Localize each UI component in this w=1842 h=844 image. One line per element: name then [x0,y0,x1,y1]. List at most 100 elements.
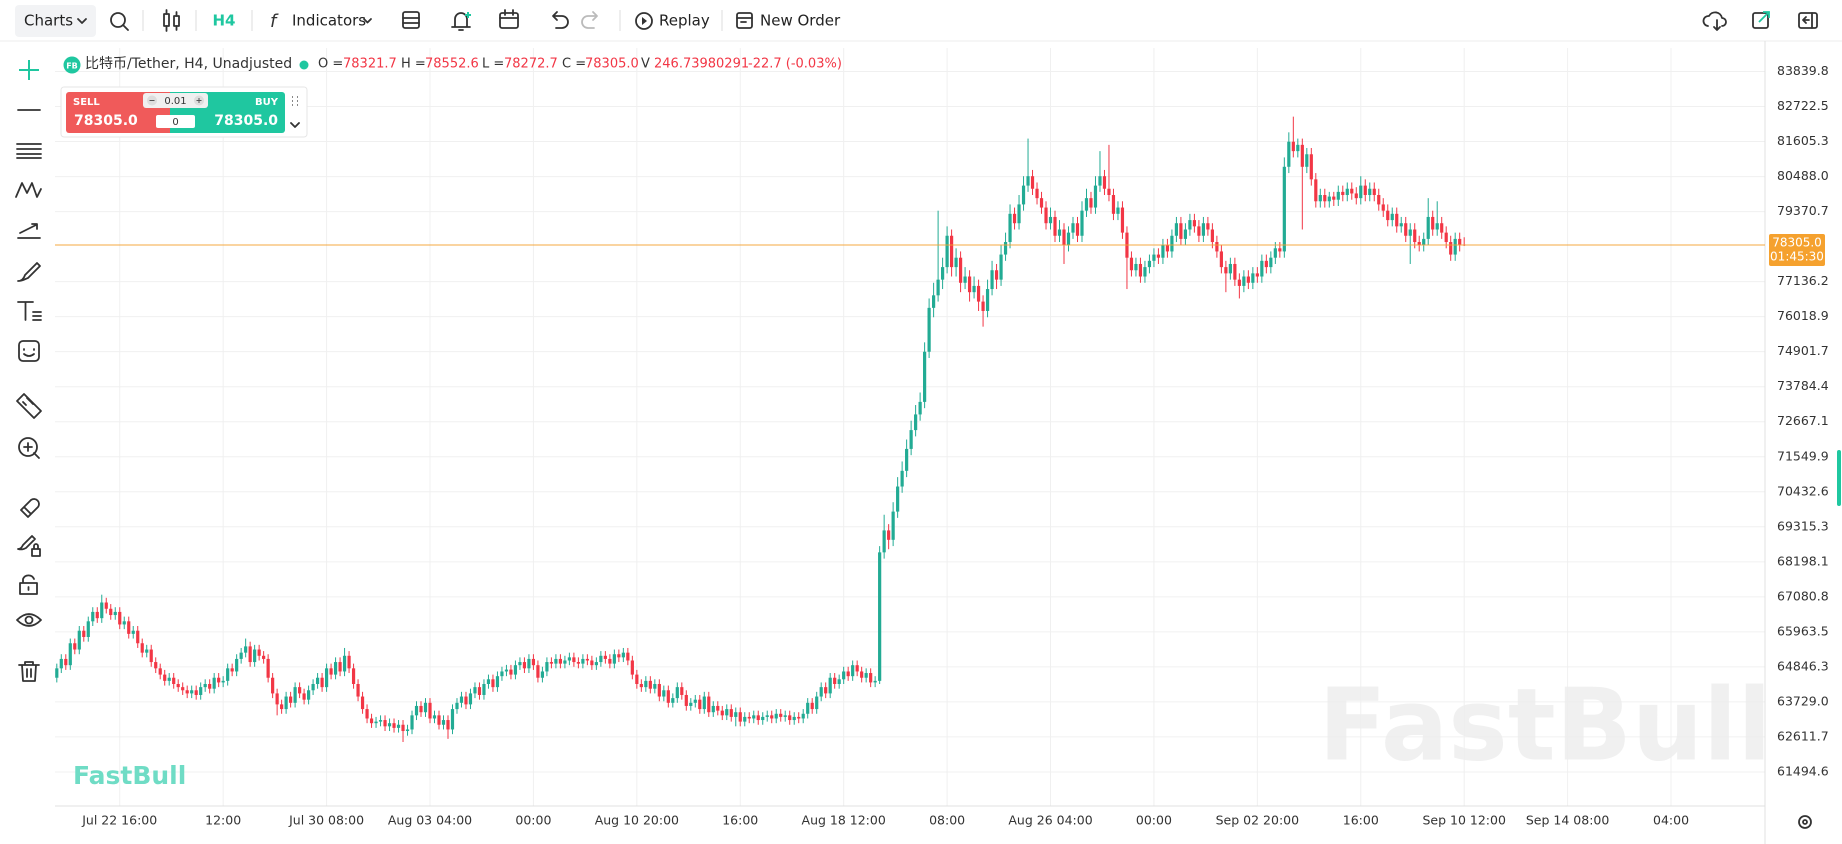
emoji-tool[interactable] [18,340,40,362]
candle-body [837,679,841,685]
candle-body [949,235,954,268]
candle-body [558,658,563,664]
indicators-icon[interactable]: f [270,11,279,32]
crosshair-tool[interactable] [19,60,39,80]
candle-body [1098,176,1102,186]
candle-body [994,270,999,280]
candle-body [810,702,814,710]
candle-body [208,684,212,689]
x-tick-label: 08:00 [929,813,965,828]
symbol-badge [63,56,81,74]
candle-body [1426,216,1430,239]
x-tick-label: 16:00 [1343,813,1379,828]
candle-body [1170,235,1174,252]
candle-body [230,668,234,672]
x-tick-label: Aug 10 20:00 [595,813,679,828]
x-tick-label: 00:00 [515,813,551,828]
candle-body [855,665,859,672]
candle-body [914,414,918,431]
sell-label[interactable]: SELL [73,97,100,108]
candle-body [878,552,882,681]
pattern-tool[interactable] [15,182,42,198]
redo-icon[interactable] [581,11,598,29]
candle-body [752,715,756,719]
search-icon[interactable] [110,12,129,31]
candle-body [891,511,895,540]
scroll-indicator[interactable] [1837,450,1841,506]
replay-icon[interactable] [635,12,653,30]
lot-size[interactable]: 0.01 [164,96,186,107]
text-tool[interactable] [17,301,42,321]
candle-body [257,649,261,656]
visibility-tool[interactable] [16,613,42,627]
alert-icon[interactable] [451,12,471,31]
candle-body [432,715,437,719]
lock-draw-tool[interactable] [17,535,41,557]
new-order-label[interactable]: New Order [760,12,841,30]
candle-body [657,684,661,697]
magnet-tool[interactable] [20,498,40,518]
x-tick-label: Sep 02 20:00 [1216,813,1299,828]
timeframe[interactable]: H4 [213,12,236,30]
candle-body [369,718,374,724]
replay-label[interactable]: Replay [659,12,710,30]
candle-body [693,699,697,703]
cloud-icon[interactable] [1702,11,1727,31]
sell-price[interactable]: 78305.0 [74,113,138,129]
candle-body [226,668,230,681]
watermark: FastBull [1318,666,1771,783]
candle-body [1017,204,1021,224]
candle-body [1386,210,1390,221]
candle-body [495,676,500,688]
candle-body [536,665,540,678]
lock-tool[interactable] [19,574,38,595]
candle-body [770,715,774,719]
candle-body [954,257,958,268]
drag-handle[interactable] [292,96,298,106]
charts-button[interactable] [15,5,96,37]
buy-price[interactable]: 78305.0 [214,113,278,129]
quantity-input[interactable] [156,115,195,128]
order-icon[interactable] [736,12,753,29]
candle-body [284,696,288,710]
candle-body [221,680,225,683]
calendar-icon[interactable] [499,9,519,29]
x-tick-label: Sep 14 08:00 [1526,813,1609,828]
candle-body [603,655,607,659]
undo-icon[interactable] [552,11,569,29]
fib-tool[interactable] [16,143,42,159]
candle-body [149,649,153,663]
brush-tool[interactable] [17,262,41,282]
high-label: H = [401,57,426,72]
y-tick-label: 64846.3 [1777,658,1829,673]
emoji-face [23,348,35,357]
candle-body [504,669,509,672]
candle-body [68,643,72,666]
layout-icon[interactable] [402,11,420,29]
last-price-box [1769,234,1825,267]
candle-body [172,677,176,685]
indicators-label[interactable]: Indicators [292,12,366,30]
settings-icon[interactable] [1798,815,1812,829]
charts-label[interactable]: Charts [24,12,73,30]
quantity[interactable]: 0 [172,117,178,128]
candle-body [468,693,473,705]
candle-body [271,677,275,694]
zoom-tool[interactable] [18,437,40,459]
panel-icon[interactable] [1798,12,1818,29]
candle-type-icon[interactable] [163,9,180,32]
share-icon[interactable] [1752,11,1770,29]
candle-body [940,267,945,280]
candle-body [783,715,787,717]
buy-label[interactable]: BUY [255,97,279,108]
candle-body [1066,232,1071,246]
delete-tool[interactable] [18,661,40,682]
projection-tool[interactable] [17,223,41,239]
collapse-chevron[interactable] [290,122,300,128]
candle-body [347,655,351,669]
candle-body [401,724,405,732]
candle-body [680,687,684,695]
ruler-tool[interactable] [16,393,42,419]
candle-body [1435,223,1439,230]
